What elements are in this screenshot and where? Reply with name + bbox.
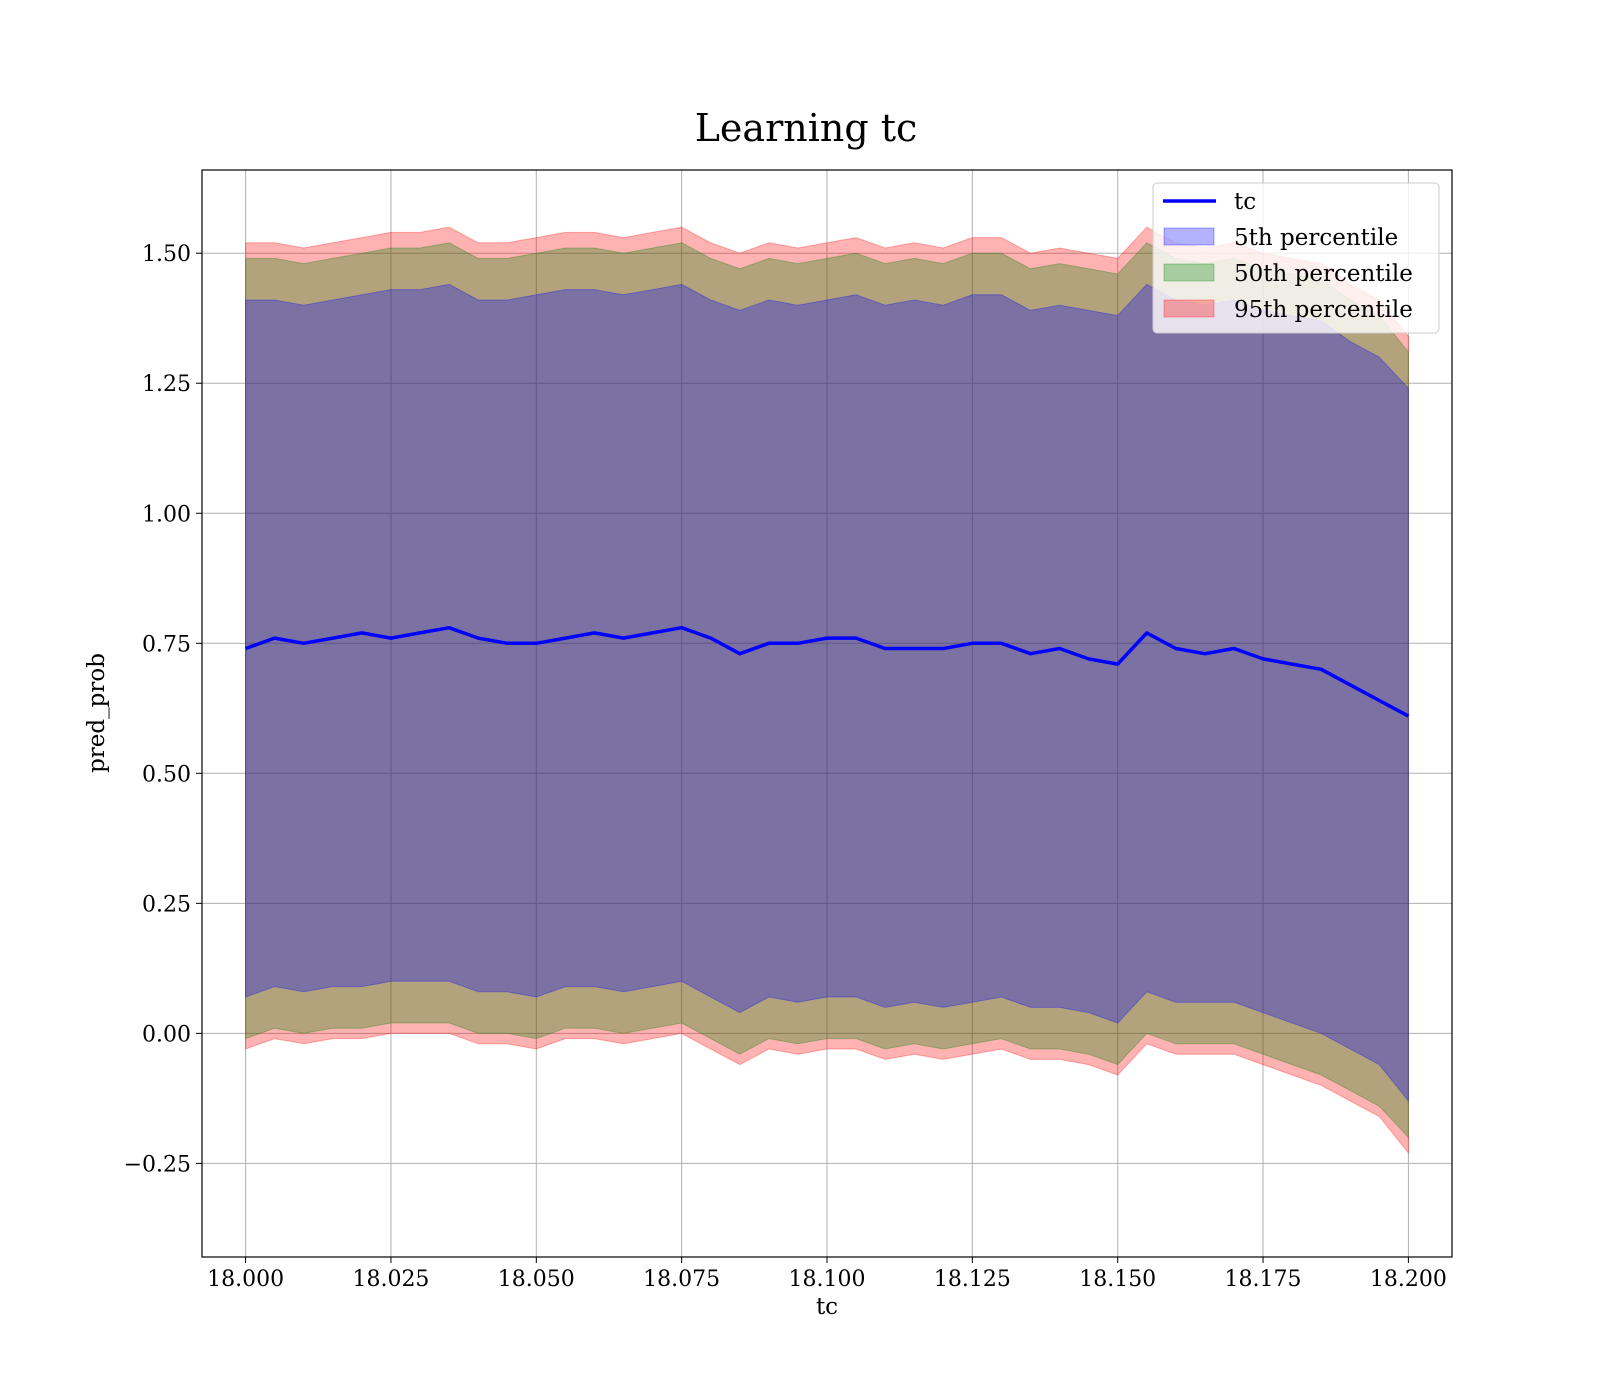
x-tick-label: 18.050 [498, 1267, 575, 1292]
y-tick-label: 0.75 [142, 632, 191, 657]
band-95th [245, 226, 1409, 1155]
x-tick-label: 18.200 [1370, 1267, 1447, 1292]
x-axis-ticks: 18.000 18.025 18.050 18.075 18.100 18.125 18.1… [207, 1257, 1447, 1292]
y-tick-label: 0.00 [142, 1022, 191, 1047]
x-tick-label: 18.000 [207, 1267, 284, 1292]
legend-label-95th: 95th percentile [1234, 297, 1413, 323]
tc-line-layer [245, 625, 1410, 718]
tc-line [245, 625, 1410, 718]
legend: tc 5th percentile 50th percentile 95th p… [1152, 182, 1440, 334]
x-tick-label: 18.125 [934, 1267, 1011, 1292]
x-tick-label: 18.025 [352, 1267, 429, 1292]
y-axis-label: pred_prob [84, 653, 110, 773]
legend-swatch-5th [1163, 227, 1215, 246]
y-tick-label: 1.25 [142, 372, 191, 397]
y-tick-label: 0.25 [142, 892, 191, 917]
legend-swatch-95th [1163, 299, 1215, 318]
chart-title: Learning tc [695, 106, 918, 150]
y-axis-ticks: −0.25 0.00 0.25 0.50 0.75 1.00 1.25 1.50 [124, 242, 202, 1177]
legend-label-50th: 50th percentile [1234, 261, 1413, 287]
x-axis-label: tc [816, 1294, 838, 1320]
x-tick-label: 18.075 [643, 1267, 720, 1292]
legend-label-5th: 5th percentile [1234, 225, 1398, 251]
band-5th [245, 283, 1409, 1103]
percentile-bands [245, 226, 1409, 1155]
x-tick-label: 18.150 [1079, 1267, 1156, 1292]
x-tick-label: 18.175 [1225, 1267, 1302, 1292]
legend-swatch-50th [1163, 263, 1215, 282]
legend-label-tc: tc [1234, 189, 1256, 215]
legend-box [1152, 182, 1440, 334]
x-tick-label: 18.100 [789, 1267, 866, 1292]
y-tick-label: −0.25 [124, 1152, 191, 1177]
y-tick-label: 1.00 [142, 502, 191, 527]
grid [202, 170, 1452, 1257]
y-tick-label: 1.50 [142, 242, 191, 267]
y-tick-label: 0.50 [142, 762, 191, 787]
band-50th [245, 242, 1409, 1139]
